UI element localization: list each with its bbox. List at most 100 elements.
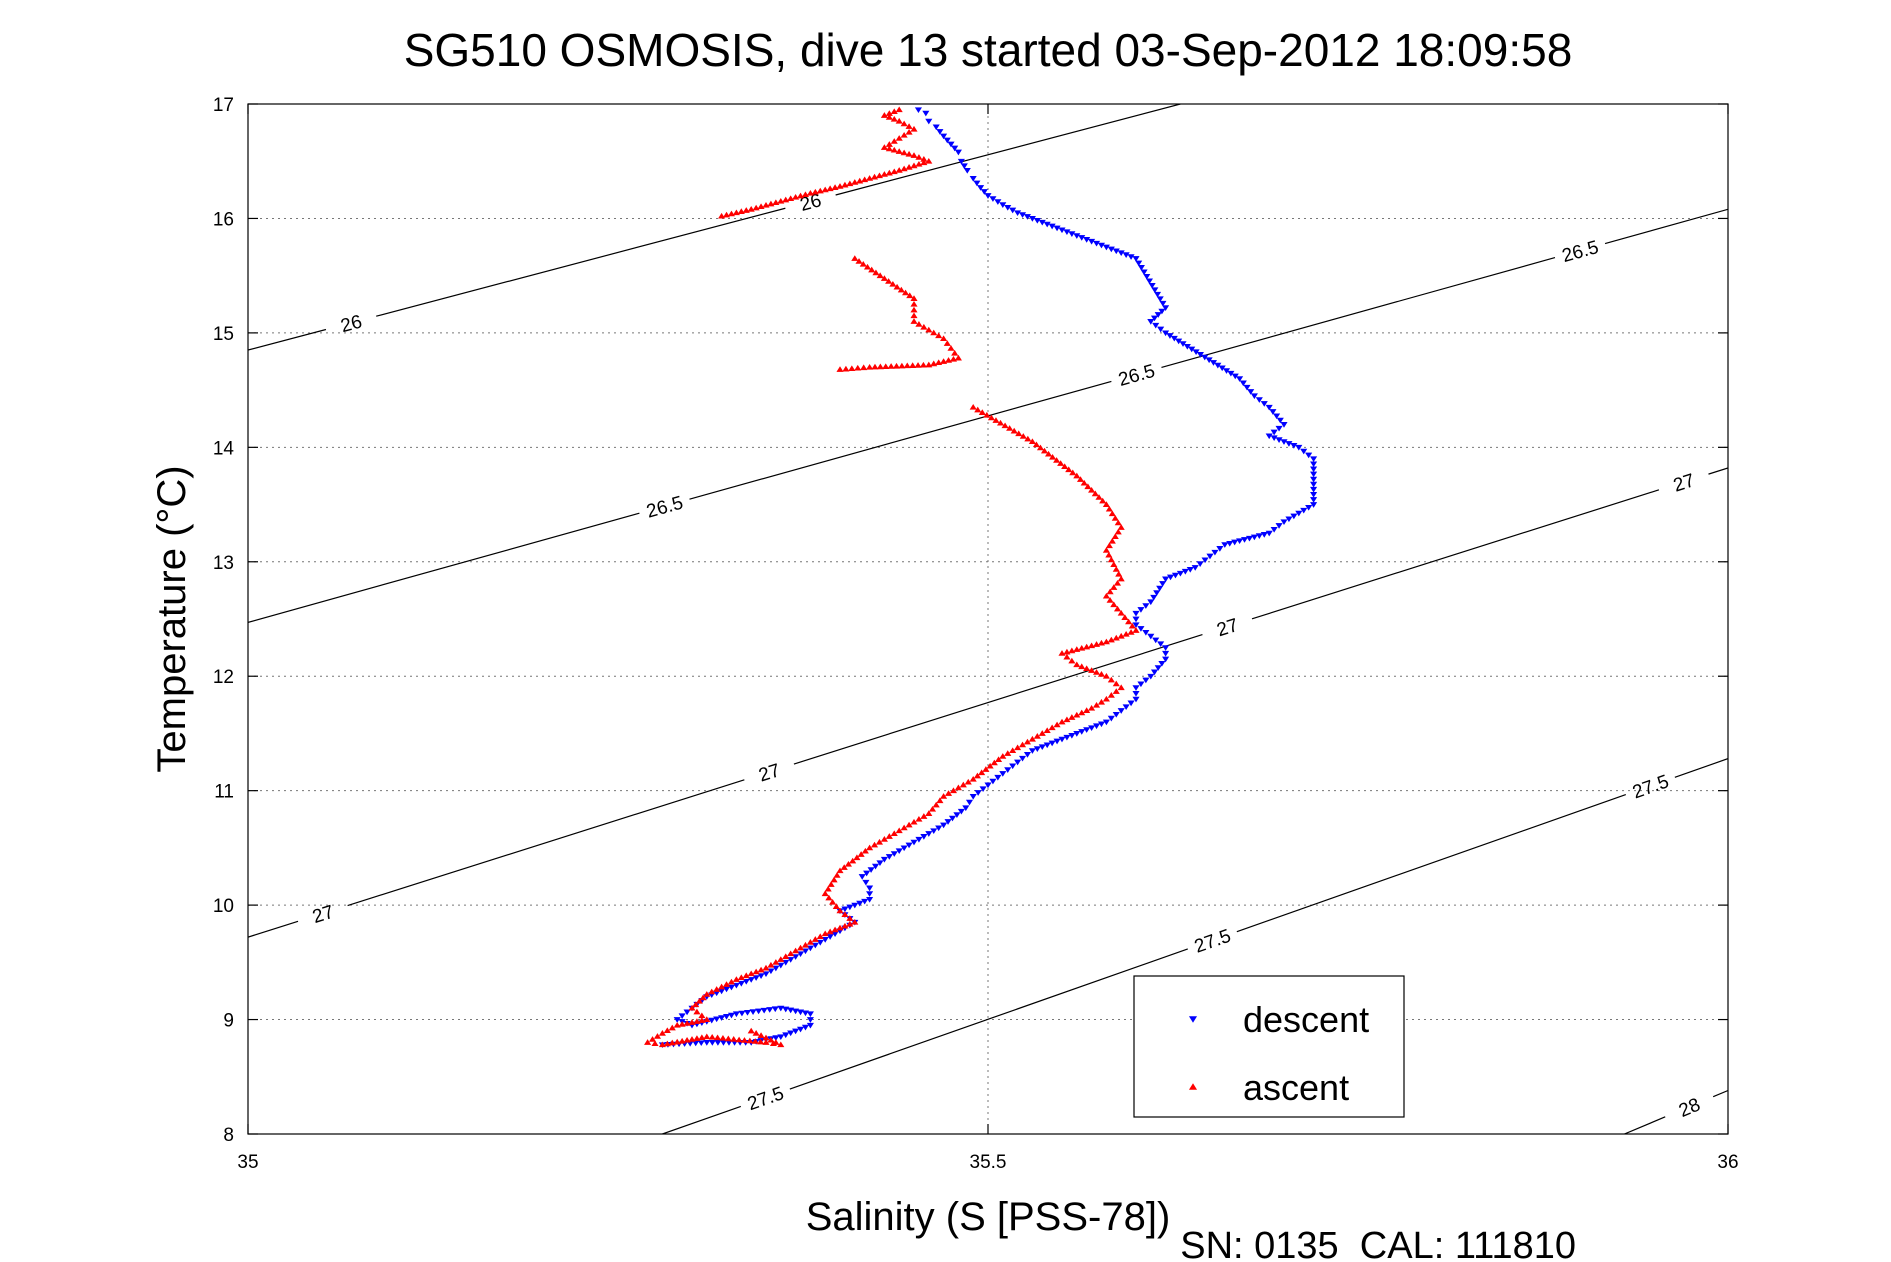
descent-trace-45-1	[1083, 727, 1091, 733]
descent-trace-18-2	[1157, 326, 1165, 333]
ascent-trace-15-12	[902, 289, 910, 296]
ascent-trace-23-6	[996, 419, 1005, 426]
descent-trace-58-3	[851, 902, 859, 909]
ascent-trace-58-2	[693, 1018, 701, 1024]
descent-trace-14-4	[1063, 229, 1071, 236]
x-tick-label-0: 35	[237, 1152, 258, 1173]
ascent-trace-15-9	[889, 280, 897, 287]
descent-trace-69-3	[749, 1009, 757, 1015]
contour-line-27-seg-0	[248, 920, 299, 938]
descent-trace-39-3	[1150, 669, 1159, 676]
descent-point-43	[1117, 708, 1125, 714]
descent-trace-62-3	[777, 962, 785, 969]
descent-trace-15-11	[1127, 254, 1135, 260]
ascent-trace-21-4	[842, 365, 850, 372]
contour-label-26.5-0: 26.5	[644, 493, 685, 523]
descent-trace-37-2	[1157, 641, 1165, 648]
ascent-trace-24-7	[1057, 460, 1065, 466]
descent-trace-28-2	[1270, 526, 1278, 533]
descent-trace-70-3	[792, 1008, 800, 1015]
descent-trace-54-1	[905, 842, 913, 849]
ascent-trace-41-4	[1009, 747, 1017, 754]
descent-trace-50-2	[974, 790, 982, 796]
descent-trace-35-1	[1132, 616, 1140, 623]
descent-trace-15-5	[1097, 242, 1106, 249]
descent-trace-48-2	[1004, 767, 1012, 773]
ascent-trace-37-1	[1112, 688, 1120, 694]
ascent-trace-65-5	[752, 1030, 760, 1036]
descent-trace-45-2	[1078, 729, 1086, 735]
descent-trace-37-1	[1152, 637, 1160, 644]
ascent-trace-24-3	[1040, 447, 1049, 454]
ascent-point-42	[999, 753, 1007, 759]
ascent-trace-39-4	[1068, 714, 1076, 720]
descent-trace-15-10	[1122, 252, 1130, 258]
descent-trace-34-1	[1142, 603, 1150, 609]
descent-trace-25-2	[1305, 452, 1313, 459]
ascent-point-39	[1088, 705, 1096, 711]
ascent-trace-13-5	[722, 211, 731, 218]
ascent-point-7	[925, 157, 933, 164]
descent-trace-54-5	[885, 854, 893, 860]
descent-trace-61-5	[796, 951, 805, 958]
descent-point-40	[1147, 673, 1155, 680]
descent-trace-58-1	[861, 898, 869, 905]
ascent-trace-20-6	[892, 362, 901, 369]
contour-line-27.5-seg-0	[662, 1105, 741, 1134]
ascent-trace-19-3	[940, 358, 948, 364]
descent-trace-70-2	[787, 1007, 795, 1014]
ascent-point-27	[1117, 524, 1125, 530]
descent-trace-53-3	[925, 831, 933, 837]
ascent-trace-42-4	[982, 766, 990, 772]
descent-trace-30-1	[1216, 546, 1224, 552]
ascent-point-52	[821, 930, 829, 937]
ascent-trace-13-2	[737, 208, 745, 214]
contour-line-27-seg-3	[1251, 489, 1660, 620]
ascent-point-41	[1028, 735, 1036, 742]
legend-box	[1133, 975, 1405, 1118]
descent-trace-70-5	[801, 1010, 810, 1017]
descent-point-34	[1147, 599, 1155, 606]
contour-line-28-seg-1	[1712, 1089, 1728, 1098]
descent-trace-26-5	[1310, 481, 1318, 488]
descent-trace-13-1	[1018, 212, 1027, 218]
descent-trace-53-1	[935, 825, 943, 832]
ascent-trace-20-3	[909, 362, 917, 368]
ascent-point-19	[954, 354, 962, 361]
ascent-trace-54-3	[747, 970, 755, 977]
ascent-trace-15-13	[906, 292, 914, 299]
descent-trace-21-1	[1255, 397, 1263, 403]
descent-point-72	[806, 1022, 814, 1029]
descent-trace-46-5	[1033, 746, 1041, 752]
descent-trace-55-3	[867, 867, 875, 873]
ascent-trace-48-3	[827, 881, 835, 887]
ascent-trace-40-3	[1043, 727, 1051, 733]
descent-trace-55-4	[863, 870, 871, 877]
descent-trace-15-9	[1117, 250, 1125, 257]
ascent-trace-25-3	[1084, 483, 1092, 490]
descent-point-55	[880, 856, 888, 863]
descent-trace-69-6	[766, 1007, 774, 1013]
ascent-trace-9-5	[841, 181, 849, 188]
ascent-trace-23-2	[978, 409, 986, 415]
descent-trace-47-2	[1018, 755, 1027, 762]
ascent-trace-63-5	[730, 1036, 738, 1042]
ascent-trace-39-2	[1078, 709, 1086, 716]
ascent-trace-23-5	[992, 417, 1000, 423]
ascent-trace-25-5	[1091, 490, 1099, 497]
ascent-trace-35-2	[1083, 665, 1091, 671]
ascent-trace-54-1	[757, 966, 765, 973]
descent-trace-15-3	[1088, 238, 1096, 245]
descent-trace-58-5	[841, 906, 849, 913]
descent-trace-71-1	[806, 1017, 814, 1023]
ascent-trace-35-3	[1088, 667, 1096, 673]
ascent-trace-41-1	[1023, 738, 1032, 745]
ascent-trace-42-6	[973, 772, 981, 779]
ascent-trace-32-2	[1122, 630, 1130, 637]
descent-trace-63-3	[747, 977, 755, 983]
ascent-point-59	[673, 1022, 681, 1028]
descent-trace-66-2	[678, 1013, 686, 1020]
y-tick-label-9: 17	[213, 95, 234, 116]
ascent-trace-27-3	[1108, 537, 1116, 544]
